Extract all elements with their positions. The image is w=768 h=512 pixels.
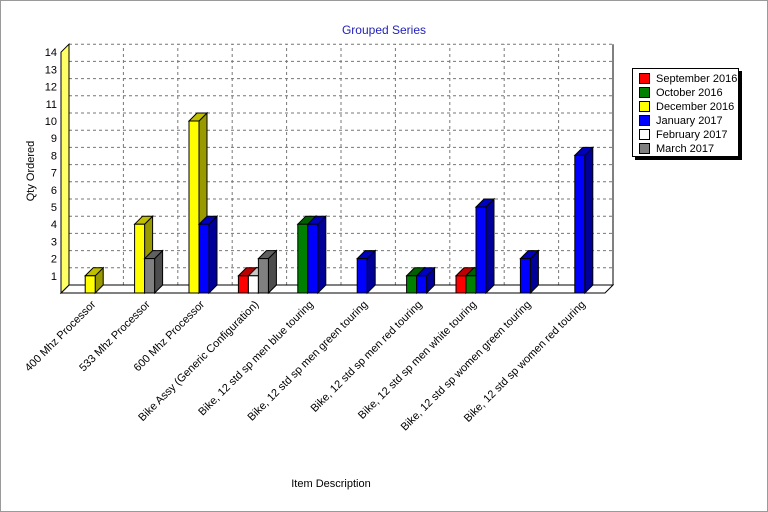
bar-january-2017 xyxy=(475,206,487,294)
y-axis-wall xyxy=(60,42,70,295)
legend-item: February 2017 xyxy=(639,128,728,142)
bar-september-2016 xyxy=(455,275,467,294)
bar-october-2016 xyxy=(297,223,309,294)
x-tick-label: Bike, 12 std sp men green touring xyxy=(246,299,371,424)
legend-item: October 2016 xyxy=(639,86,723,100)
x-tick-label: Bike Assy (Generic Configuration) xyxy=(136,299,261,424)
y-tick-label: 11 xyxy=(46,99,57,111)
bar-march-2017 xyxy=(257,258,269,294)
legend-label: October 2016 xyxy=(656,87,723,99)
bar-december-2016 xyxy=(84,275,96,294)
y-tick-label: 8 xyxy=(51,150,57,162)
x-axis-label: Item Description xyxy=(291,478,371,490)
y-tick-label: 6 xyxy=(51,185,57,197)
y-tick-label: 13 xyxy=(45,64,57,76)
legend-swatch xyxy=(639,72,650,84)
y-tick-label: 9 xyxy=(51,133,57,145)
bar-side-january-2017 xyxy=(208,214,218,295)
legend-swatch xyxy=(639,128,650,140)
y-tick-label: 2 xyxy=(51,254,57,266)
legend: September 2016 October 2016 December 2016 J… xyxy=(632,68,739,157)
y-tick-label: 5 xyxy=(51,202,57,214)
y-tick-label: 10 xyxy=(45,116,57,128)
legend-swatch xyxy=(639,100,650,112)
legend-item: December 2016 xyxy=(639,100,735,114)
bar-march-2017 xyxy=(144,258,156,294)
y-axis-label: Qty Ordered xyxy=(25,140,37,202)
bar-january-2017 xyxy=(307,223,319,294)
bar-side-january-2017 xyxy=(485,197,495,295)
legend-label: March 2017 xyxy=(656,143,715,155)
chart-title: Grouped Series xyxy=(341,23,427,37)
legend-swatch xyxy=(639,142,650,154)
legend-label: January 2017 xyxy=(656,115,723,127)
bar-december-2016 xyxy=(134,223,146,294)
legend-label: September 2016 xyxy=(656,73,738,85)
bar-january-2017 xyxy=(198,223,210,294)
bar-december-2016 xyxy=(188,120,200,294)
legend-label: December 2016 xyxy=(656,101,735,113)
legend-swatch xyxy=(639,86,650,98)
bar-january-2017 xyxy=(356,258,368,294)
legend-item: March 2017 xyxy=(639,142,715,156)
legend-item: January 2017 xyxy=(639,114,723,128)
y-tick-label: 3 xyxy=(51,236,57,248)
bar-side-january-2017 xyxy=(317,214,327,295)
x-tick-label: Bike, 12 std sp men blue touring xyxy=(196,299,316,419)
x-tick-label: Bike, 12 std sp men red touring xyxy=(309,299,425,415)
legend-swatch xyxy=(639,114,650,126)
x-tick-label: Bike, 12 std sp men white touring xyxy=(356,299,479,422)
bar-february-2017 xyxy=(247,275,259,294)
y-tick-label: 4 xyxy=(51,219,57,231)
bar-october-2016 xyxy=(406,275,418,294)
x-tick-label: Bike, 12 std sp women red touring xyxy=(462,299,588,425)
bar-january-2017 xyxy=(519,258,531,294)
y-tick-label: 14 xyxy=(45,47,57,59)
bar-side-january-2017 xyxy=(584,146,594,295)
bar-january-2017 xyxy=(416,275,428,294)
y-tick-label: 12 xyxy=(45,82,57,94)
bar-january-2017 xyxy=(574,154,586,294)
y-tick-label: 7 xyxy=(51,168,57,180)
legend-item: September 2016 xyxy=(639,72,738,86)
y-tick-label: 1 xyxy=(51,271,57,283)
bar-september-2016 xyxy=(237,275,249,294)
bar-october-2016 xyxy=(465,275,477,294)
legend-label: February 2017 xyxy=(656,129,728,141)
